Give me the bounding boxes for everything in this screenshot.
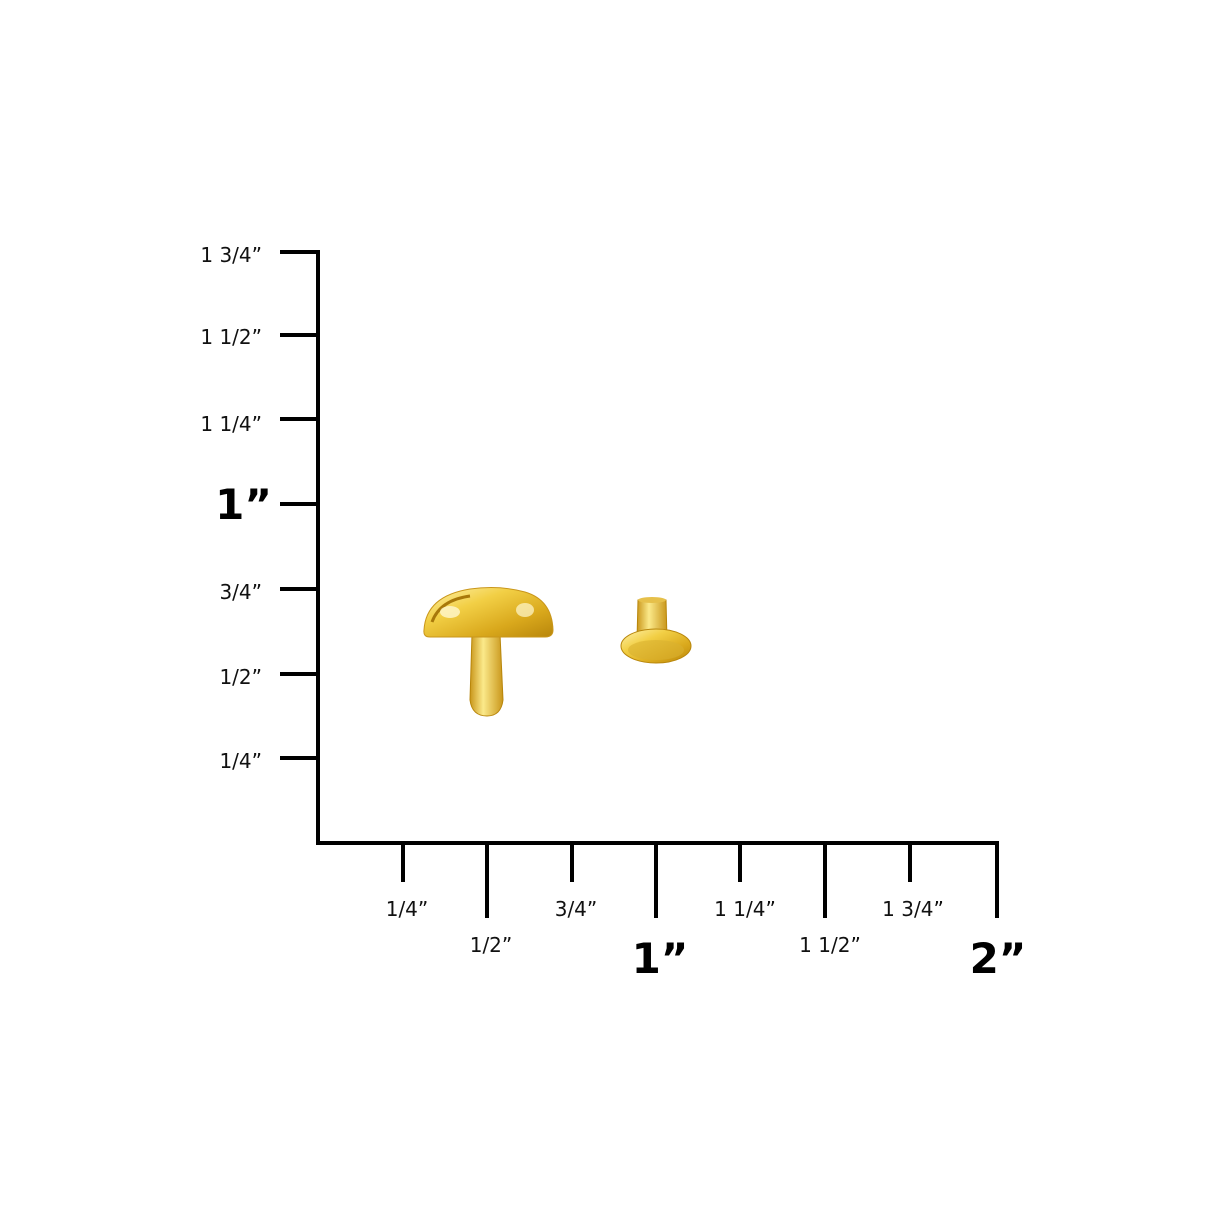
y-label: 1 3/4” bbox=[200, 243, 262, 267]
rivet-cap-image bbox=[423, 587, 554, 717]
x-label: 1/2” bbox=[470, 933, 513, 957]
x-label: 3/4” bbox=[555, 897, 598, 921]
horizontal-axis bbox=[316, 841, 999, 918]
x-label-major: 2” bbox=[970, 934, 1027, 983]
y-label-major: 1” bbox=[215, 480, 272, 529]
y-ticks bbox=[280, 250, 318, 760]
x-label: 1 3/4” bbox=[882, 897, 944, 921]
x-label-major: 1” bbox=[632, 934, 689, 983]
x-label: 1 1/4” bbox=[714, 897, 776, 921]
y-label: 1 1/2” bbox=[200, 325, 262, 349]
x-ticks bbox=[401, 843, 912, 918]
y-labels: 1 3/4” 1 1/2” 1 1/4” 1” 3/4” 1/2” 1/4” bbox=[200, 243, 272, 773]
y-label: 3/4” bbox=[219, 580, 262, 604]
x-label: 1 1/2” bbox=[799, 933, 861, 957]
x-label: 1/4” bbox=[386, 897, 429, 921]
y-label: 1 1/4” bbox=[200, 412, 262, 436]
x-labels: 1/4” 1/2” 3/4” 1” 1 1/4” 1 1/2” 1 3/4” 2… bbox=[386, 897, 1027, 983]
y-label: 1/2” bbox=[219, 665, 262, 689]
y-label: 1/4” bbox=[219, 749, 262, 773]
rivet-post-image bbox=[620, 597, 692, 664]
ruler-axes bbox=[280, 250, 999, 918]
